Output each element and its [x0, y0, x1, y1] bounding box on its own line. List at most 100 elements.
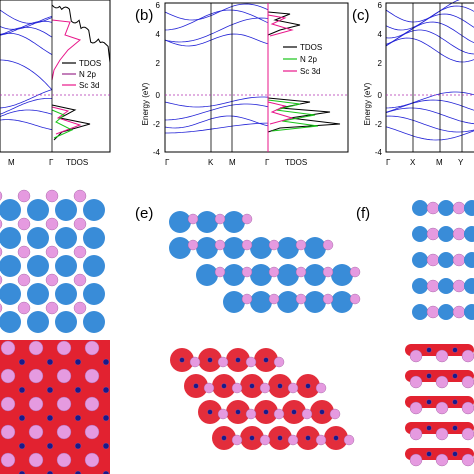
n-atom: [221, 383, 227, 389]
blue-density-lobe: [412, 304, 428, 320]
sc-atom: [268, 239, 280, 251]
band-line: [0, 119, 53, 131]
sc-atom: [214, 266, 226, 278]
band-line: [0, 89, 53, 109]
n-atom: [426, 373, 432, 379]
sc-atom: [84, 452, 100, 468]
sc-atom: [349, 293, 361, 305]
blue-density-lobe: [55, 311, 77, 333]
band-line: [385, 37, 474, 63]
n-atom: [46, 470, 54, 474]
sc-atom: [426, 279, 440, 293]
n-atom: [235, 357, 241, 363]
sc-atom: [56, 424, 72, 440]
n-atom: [426, 399, 432, 405]
blue-density-lobe: [0, 311, 21, 333]
n-atom: [18, 442, 26, 450]
panel-d-blue-density: [0, 189, 105, 333]
n-atom: [426, 425, 432, 431]
blue-density-lobe: [304, 291, 326, 313]
n-atom: [333, 435, 339, 441]
sc-atom: [409, 401, 423, 415]
sc-atom: [28, 424, 44, 440]
blue-density-lobe: [0, 255, 21, 277]
blue-density-lobe: [83, 255, 105, 277]
sc-atom: [409, 375, 423, 389]
legend-n2p: N 2p: [79, 70, 96, 79]
blue-density-lobe: [27, 227, 49, 249]
blue-density-lobe: [223, 237, 245, 259]
n-atom: [452, 373, 458, 379]
sc-atom: [84, 396, 100, 412]
sc-atom: [231, 382, 243, 394]
panel-b-ytick-6: 6: [156, 1, 161, 10]
blue-density-lobe: [304, 264, 326, 286]
band-line: [164, 115, 269, 129]
n-atom: [18, 358, 26, 366]
n-atom: [46, 414, 54, 422]
sc-atom: [241, 266, 253, 278]
sc-atom: [73, 189, 87, 203]
blue-density-lobe: [169, 237, 191, 259]
sc-atom: [0, 247, 3, 257]
panel-f-label: (f): [356, 205, 370, 222]
legend-tdos: TDOS: [300, 43, 322, 52]
blue-density-lobe: [412, 252, 428, 268]
sc-atom: [28, 452, 44, 468]
sc-atom: [0, 191, 3, 201]
sc-atom: [461, 349, 474, 363]
sc-atom: [435, 349, 449, 363]
panel-b-xtick-tdos: TDOS: [285, 158, 307, 167]
sc-atom: [187, 213, 199, 225]
tdos-curve: [267, 11, 301, 36]
n-atom: [319, 409, 325, 415]
sc-atom: [0, 303, 3, 313]
panel-b-frame: [164, 2, 349, 153]
sc-atom: [17, 245, 31, 259]
panel-f-blue-density: [412, 200, 474, 320]
panel-b-ytick-m4: -4: [153, 148, 161, 157]
sc-atom: [259, 434, 271, 446]
panel-b-bands: [164, 3, 269, 134]
sc-atom: [295, 266, 307, 278]
band-line: [385, 29, 474, 55]
blue-density-lobe: [27, 255, 49, 277]
sc-atom: [73, 217, 87, 231]
band-line: [164, 96, 269, 108]
panel-b-dos: [267, 11, 341, 133]
sc3d-curve: [51, 19, 82, 81]
sc-atom: [217, 356, 229, 368]
sc-atom: [435, 375, 449, 389]
sc-atom: [452, 279, 466, 293]
panel-b-legend: TDOS N 2p Sc 3d: [283, 43, 322, 76]
blue-density-lobe: [0, 227, 21, 249]
panel-c-bands: [385, 0, 474, 141]
n-atom: [18, 386, 26, 394]
n2p-curve: [267, 99, 319, 132]
sc-atom: [409, 453, 423, 467]
blue-density-lobe: [83, 283, 105, 305]
sc-atom: [452, 305, 466, 319]
band-line: [0, 98, 53, 115]
panel-a-bands: [0, 9, 53, 131]
legend-tdos: TDOS: [79, 59, 101, 68]
sc-atom: [56, 368, 72, 384]
sc-atom: [259, 382, 271, 394]
n-atom: [74, 358, 82, 366]
n-atom: [263, 409, 269, 415]
sc-atom: [461, 401, 474, 415]
sc-atom: [435, 401, 449, 415]
panel-b: (b) Energy (eV) 6 4 2 0 -2 -4 TDOS N 2p …: [135, 1, 349, 167]
sc-atom: [435, 453, 449, 467]
sc-atom: [73, 245, 87, 259]
n-atom: [426, 347, 432, 353]
panel-b-ytick-4: 4: [156, 30, 161, 39]
blue-density-lobe: [464, 278, 474, 294]
band-line: [385, 13, 474, 39]
blue-density-lobe: [331, 291, 353, 313]
sc-atom: [322, 266, 334, 278]
blue-density-lobe: [438, 304, 454, 320]
blue-density-lobe: [83, 227, 105, 249]
n-atom: [74, 414, 82, 422]
